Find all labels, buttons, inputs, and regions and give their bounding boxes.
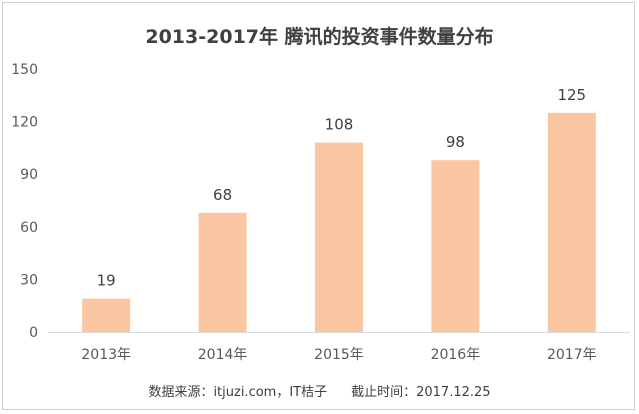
x-axis: 2013年 2014年 2015年 2016年 2017年 — [48, 332, 630, 363]
bar-value-label: 125 — [557, 86, 586, 104]
bar-value-label: 19 — [97, 272, 116, 290]
x-tick-label: 2014年 — [198, 347, 248, 363]
bar — [82, 298, 131, 332]
y-tick-label: 30 — [20, 272, 38, 288]
x-tick-label: 2013年 — [81, 347, 131, 363]
bar-value-label: 98 — [446, 133, 465, 151]
y-axis: 0 30 60 90 120 150 — [11, 62, 38, 341]
source-note: 数据来源：itjuzi.com，IT桔子 — [148, 385, 328, 400]
bar — [315, 142, 363, 332]
y-tick-label: 90 — [20, 167, 38, 183]
chart-footer: 数据来源：itjuzi.com，IT桔子 截止时间：2017.12.25 — [0, 381, 639, 400]
chart-title: 2013-2017年 腾讯的投资事件数量分布 — [145, 26, 494, 48]
x-tick-label: 2016年 — [431, 347, 481, 363]
y-tick-label: 60 — [20, 220, 38, 236]
data-labels: 19 68 108 98 125 — [97, 86, 586, 290]
bar-value-label: 68 — [213, 186, 232, 204]
x-tick-label: 2017年 — [547, 347, 597, 363]
y-tick-label: 0 — [29, 325, 38, 341]
bar — [547, 112, 596, 332]
cutoff-note: 截止时间：2017.12.25 — [351, 385, 491, 400]
bar-value-label: 108 — [325, 116, 354, 134]
y-tick-label: 150 — [11, 62, 38, 78]
bar — [431, 160, 480, 332]
y-tick-label: 120 — [11, 115, 38, 131]
bar — [198, 212, 247, 332]
bars — [82, 112, 596, 332]
x-tick-label: 2015年 — [314, 347, 364, 363]
